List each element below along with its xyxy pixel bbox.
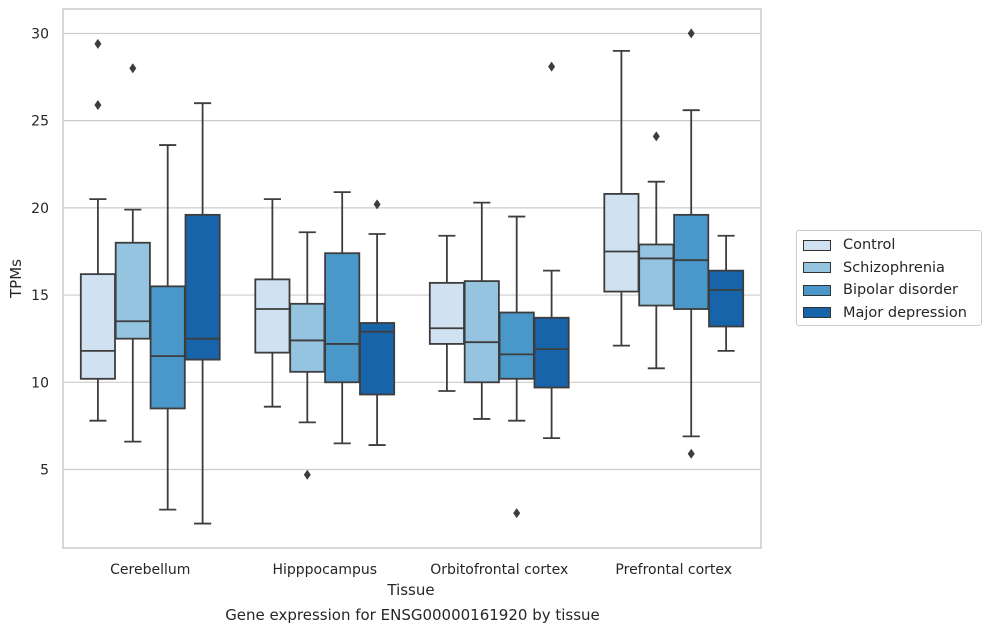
iqr-box xyxy=(463,280,500,384)
x-tick-label: Orbitofrontal cortex xyxy=(430,562,568,578)
box-schizophrenia xyxy=(114,63,151,443)
iqr-box xyxy=(498,311,535,380)
legend: Control Schizophrenia Bipolar disorder M… xyxy=(796,230,982,326)
box-control xyxy=(79,38,116,422)
y-tick-label: 25 xyxy=(31,114,49,130)
outlier-point xyxy=(548,61,556,72)
legend-swatch-major-depression xyxy=(803,307,831,319)
iqr-box xyxy=(79,273,116,380)
box-bipolar-disorder xyxy=(324,191,361,445)
legend-label-major-depression: Major depression xyxy=(843,304,967,321)
y-tick-labels: 5 10 15 20 25 30 xyxy=(31,26,49,478)
iqr-box xyxy=(184,213,221,361)
outlier-point xyxy=(687,28,695,39)
y-tick-label: 10 xyxy=(31,375,49,391)
box-major-depression xyxy=(359,199,396,446)
y-tick-label: 5 xyxy=(40,463,49,479)
y-tick-label: 15 xyxy=(31,288,49,304)
x-tick-label: Prefrontal cortex xyxy=(615,562,732,578)
outlier-point xyxy=(687,448,695,459)
iqr-box xyxy=(638,243,675,307)
box-control xyxy=(254,198,291,408)
iqr-box xyxy=(533,316,570,389)
y-tick-label: 20 xyxy=(31,201,49,217)
outlier-point xyxy=(303,469,311,480)
iqr-box xyxy=(673,213,710,310)
box-groups xyxy=(79,28,745,525)
iqr-box xyxy=(708,269,745,328)
plot-frame xyxy=(62,8,762,549)
legend-label-control: Control xyxy=(843,237,896,254)
chart-caption: Gene expression for ENSG00000161920 by t… xyxy=(225,606,600,624)
box-control xyxy=(603,49,640,347)
legend-label-schizophrenia: Schizophrenia xyxy=(843,259,945,276)
outlier-point xyxy=(513,508,521,519)
x-tick-labels: Cerebellum Hipppocampus Orbitofrontal cort… xyxy=(110,562,732,578)
box-major-depression xyxy=(708,234,745,352)
legend-item-bipolar-disorder: Bipolar disorder xyxy=(803,279,981,302)
box-bipolar-disorder xyxy=(149,144,186,511)
legend-item-schizophrenia: Schizophrenia xyxy=(803,257,981,280)
box-major-depression xyxy=(533,61,570,440)
legend-swatch-schizophrenia xyxy=(803,262,831,274)
x-tick-label: Hipppocampus xyxy=(272,562,377,578)
legend-label-bipolar-disorder: Bipolar disorder xyxy=(843,282,958,299)
box-major-depression xyxy=(184,102,221,525)
legend-item-major-depression: Major depression xyxy=(803,302,981,325)
legend-swatch-bipolar-disorder xyxy=(803,284,831,296)
x-axis-label: Tissue xyxy=(386,581,434,599)
box-schizophrenia xyxy=(638,131,675,370)
x-tick-label: Cerebellum xyxy=(110,562,190,578)
iqr-box xyxy=(324,252,361,384)
y-axis-label: TPMs xyxy=(7,259,25,299)
y-tick-label: 30 xyxy=(31,26,49,42)
box-bipolar-disorder xyxy=(498,215,535,519)
iqr-box xyxy=(428,281,465,345)
legend-item-control: Control xyxy=(803,234,981,257)
iqr-box xyxy=(359,322,396,396)
iqr-box xyxy=(289,302,326,373)
box-bipolar-disorder xyxy=(673,28,710,459)
iqr-box xyxy=(254,278,291,354)
legend-swatch-control xyxy=(803,239,831,251)
iqr-box xyxy=(114,241,151,340)
outlier-point xyxy=(94,38,102,49)
box-control xyxy=(428,234,465,392)
iqr-box xyxy=(149,285,186,410)
box-schizophrenia xyxy=(289,231,326,480)
box-schizophrenia xyxy=(463,201,500,420)
outlier-point xyxy=(652,131,660,142)
outlier-point xyxy=(373,199,381,210)
iqr-box xyxy=(603,192,640,293)
outlier-point xyxy=(94,99,102,110)
outlier-point xyxy=(129,63,137,74)
